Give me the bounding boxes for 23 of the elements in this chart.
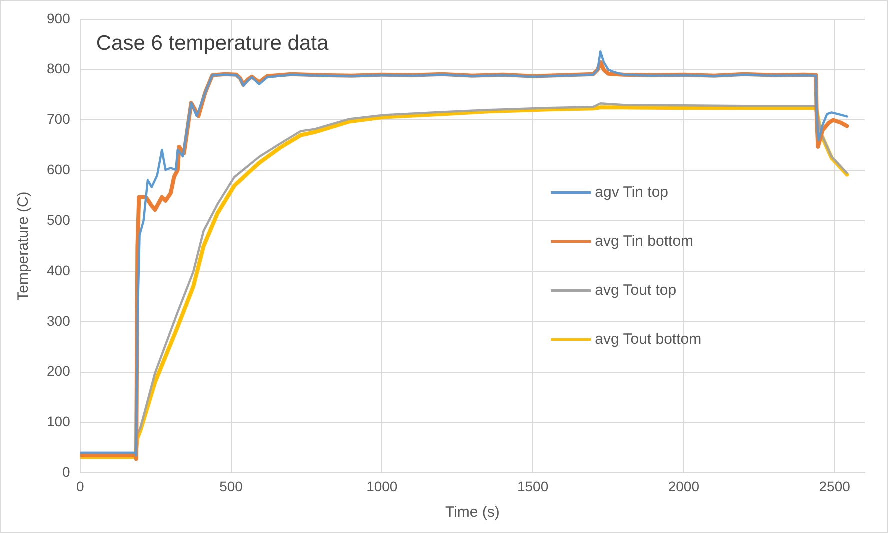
y-tick-label: 400 (47, 262, 71, 278)
y-tick-label: 200 (47, 363, 71, 380)
y-tick-label: 900 (47, 10, 71, 26)
x-tick-label: 1000 (366, 478, 398, 494)
x-axis-title: Time (s) (445, 504, 500, 522)
y-tick-label: 0 (62, 464, 71, 480)
x-tick-label: 2500 (819, 478, 851, 494)
text: Case 6 temperature data (96, 32, 329, 56)
y-tick-label: 100 (47, 414, 71, 430)
y-tick-label: 500 (47, 212, 71, 228)
y-tick-label: 300 (47, 312, 71, 329)
x-tick-label: 2000 (668, 478, 700, 494)
legend-label: avg Tout bottom (595, 330, 702, 348)
legend-label: agv Tin top (595, 184, 669, 201)
y-tick-label: 800 (47, 60, 71, 77)
y-tick-label: 700 (47, 111, 71, 128)
x-tick-label: 0 (76, 478, 84, 494)
y-axis-title: Temperature (C) (15, 192, 32, 301)
legend-label: avg Tout top (595, 282, 677, 299)
legend-label: avg Tin bottom (595, 232, 694, 250)
x-tick-label: 500 (220, 478, 244, 494)
y-tick-label: 600 (47, 162, 71, 178)
x-tick-label: 1500 (517, 478, 549, 494)
